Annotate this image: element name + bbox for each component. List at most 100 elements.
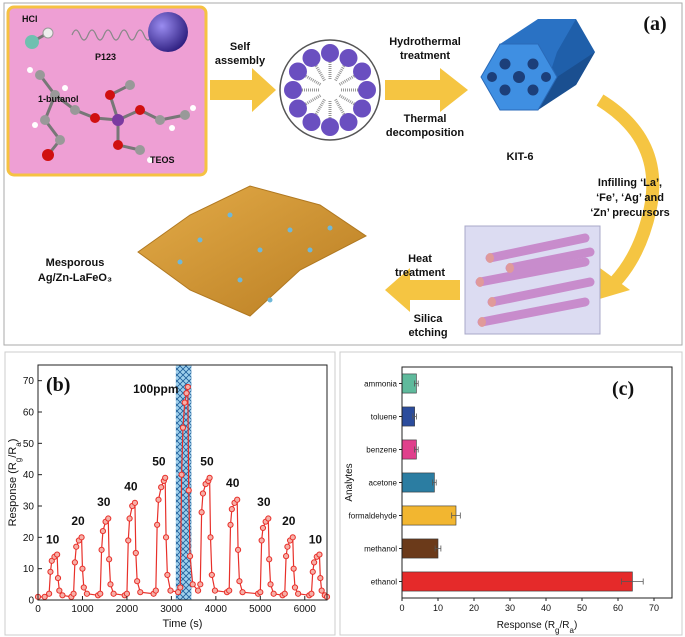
micelle-head — [353, 62, 372, 81]
y-tick-label: acetone — [369, 479, 398, 488]
data-point — [83, 590, 91, 597]
label: HCl — [22, 14, 38, 24]
data-point — [199, 490, 207, 497]
data-point — [308, 590, 315, 597]
error-bar — [434, 545, 442, 552]
x-tick-label: 4000 — [205, 604, 228, 615]
data-point — [291, 584, 299, 591]
data-point — [46, 590, 53, 597]
data-point — [208, 571, 215, 579]
panel-label: (b) — [46, 374, 70, 396]
data-point — [184, 383, 191, 391]
data-point — [259, 524, 267, 532]
axis-label-part: ) — [574, 620, 577, 631]
atoms — [25, 12, 196, 163]
data-point — [211, 587, 219, 594]
label: etching — [408, 327, 447, 339]
annotation: 100ppm — [133, 382, 178, 396]
micelle-tail — [305, 74, 323, 87]
data-point — [137, 589, 144, 596]
bar — [401, 571, 633, 592]
panel-label: (c) — [612, 378, 634, 400]
axis-label-part: Response (R — [7, 462, 19, 526]
annotation: 50 — [152, 454, 166, 468]
error-bar — [414, 380, 419, 387]
data-point — [258, 537, 265, 544]
data-point — [228, 506, 235, 513]
x-tick-label: 60 — [613, 603, 623, 613]
micelle-tail — [337, 93, 355, 106]
y-axis-label: Analytes — [344, 463, 355, 501]
annotation: 20 — [282, 514, 296, 528]
micelle-tail — [314, 65, 327, 83]
data-point — [54, 551, 61, 558]
micelle-head — [353, 99, 372, 118]
label: Silica — [414, 313, 444, 325]
data-point — [239, 589, 246, 596]
data-point — [162, 534, 170, 541]
data-point — [134, 578, 141, 585]
data-point — [189, 581, 196, 588]
micelle-head — [284, 81, 302, 99]
data-point — [47, 568, 54, 575]
label: Hydrothermal — [389, 36, 461, 48]
data-point — [236, 578, 243, 585]
y-tick-label: ethanol — [371, 578, 397, 587]
label: ‘Zn’ precursors — [590, 207, 669, 219]
data-point — [78, 534, 85, 541]
error-bar — [451, 512, 461, 519]
data-point — [59, 592, 66, 599]
annotation: 30 — [257, 495, 271, 509]
kit6-prism — [480, 19, 595, 111]
data-point — [265, 515, 272, 522]
data-point — [98, 546, 105, 553]
error-bar — [414, 446, 419, 453]
y-tick-label: 20 — [23, 533, 35, 544]
micelle-head — [339, 113, 358, 132]
bar — [401, 472, 435, 493]
x-tick-label: 20 — [469, 603, 479, 613]
annotation: 50 — [200, 454, 214, 468]
data-point — [207, 534, 214, 541]
label: ‘Fe’, ‘Ag’ and — [596, 192, 664, 204]
x-tick-label: 40 — [541, 603, 551, 613]
data-point — [198, 509, 205, 516]
annotation: 20 — [71, 514, 85, 528]
y-tick-label: 0 — [28, 596, 34, 607]
y-tick-label: 30 — [23, 502, 35, 513]
data-point — [316, 551, 323, 558]
micelle-tail — [333, 97, 346, 115]
x-tick-label: 0 — [399, 603, 404, 613]
x-tick-label: 10 — [433, 603, 443, 613]
x-tick-label: 3000 — [160, 604, 183, 615]
plot-frame — [37, 364, 328, 601]
arrow — [596, 94, 660, 287]
data-point — [183, 390, 190, 397]
axis-label: Response (Rg/Ra) — [497, 620, 578, 635]
x-tick-label: 70 — [649, 603, 659, 613]
data-point — [107, 581, 114, 588]
annotation: 30 — [97, 495, 111, 509]
product-film — [137, 185, 367, 317]
micelle-tail — [305, 93, 323, 106]
data-point — [181, 399, 188, 406]
data-point — [317, 574, 324, 582]
label: Infilling ‘La’, — [598, 177, 662, 189]
label: treatment — [395, 267, 445, 279]
data-point — [311, 559, 318, 566]
data-point — [99, 527, 107, 535]
y-tick-label: 10 — [23, 564, 35, 575]
data-point — [282, 553, 290, 560]
data-point — [197, 581, 204, 588]
data-point — [70, 590, 77, 597]
data-point — [167, 587, 174, 594]
data-point — [132, 549, 139, 557]
x-tick-label: 50 — [577, 603, 587, 613]
data-point — [123, 590, 131, 597]
x-tick-label: 2000 — [116, 604, 139, 615]
y-tick-label: 40 — [23, 470, 35, 481]
panel-label: (a) — [643, 13, 666, 35]
arrow — [385, 68, 468, 112]
y-tick-label: toluene — [371, 413, 398, 422]
